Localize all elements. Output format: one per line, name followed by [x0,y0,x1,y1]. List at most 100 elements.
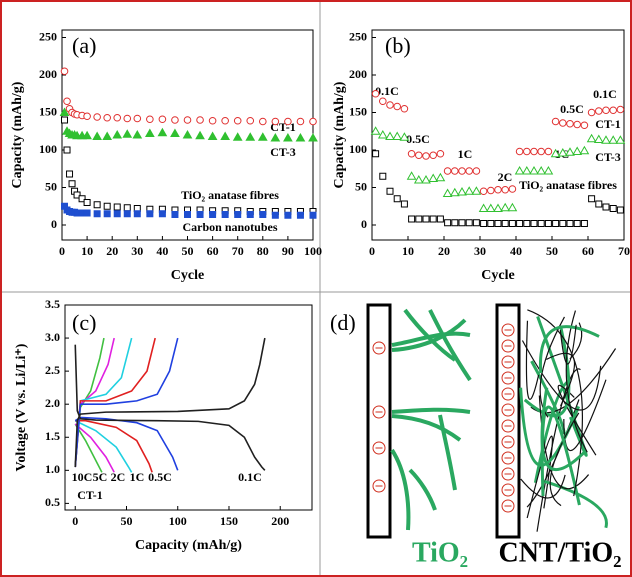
marker [465,167,474,175]
marker [60,67,69,76]
marker [428,173,439,182]
marker [385,131,395,140]
x-tick-label: 60 [207,244,219,258]
y-axis-label: Capacity (mAh/g) [332,81,347,188]
marker [443,167,452,175]
nanotube [549,412,580,507]
marker [144,128,155,137]
marker [392,131,403,140]
marker [195,130,205,140]
marker [494,185,502,194]
marker [407,149,416,158]
marker [92,131,103,140]
marker [530,147,538,156]
y-tick-label: 2.5 [45,363,60,377]
marker [113,210,121,218]
x-tick-label: 200 [271,514,289,528]
fibre [540,387,586,472]
marker [234,211,242,218]
marker [221,116,229,125]
marker [370,126,381,135]
marker [458,219,466,227]
marker [171,211,179,218]
marker [284,211,292,219]
marker [595,200,603,208]
marker [508,185,517,193]
marker [63,146,71,154]
marker [183,116,192,124]
marker [472,167,481,175]
marker [207,131,218,140]
panel-label: (a) [72,33,96,58]
marker [602,203,610,211]
charge [501,355,515,369]
x-axis-label: Cycle [171,268,204,283]
nanotube [520,474,566,499]
y-tick-label: 50 [355,179,367,193]
marker [521,165,532,175]
y-tick-label: 0 [361,217,367,231]
marker [537,147,546,156]
marker [257,132,268,141]
marker [566,119,574,128]
marker [296,117,305,126]
y-tick-label: 200 [349,67,367,81]
marker [61,116,69,124]
marker [479,187,488,196]
marker [609,205,617,212]
marker [59,107,70,116]
legend-label: 10C [72,470,93,484]
annotation: 2C [498,170,513,184]
marker [220,131,231,140]
marker [457,186,467,196]
marker [559,220,567,227]
x-tick-label: 20 [438,244,450,258]
curve [74,337,266,471]
marker [579,145,590,155]
marker [259,117,267,126]
marker [413,174,424,184]
marker [573,120,582,129]
marker [83,199,91,206]
marker [233,116,242,125]
marker [422,152,430,160]
marker [158,210,166,218]
marker [593,134,604,143]
marker [66,170,74,178]
marker [500,202,511,212]
marker [271,211,279,219]
fibre [543,479,608,529]
marker [209,211,217,218]
charge [501,323,515,337]
charge [372,341,386,355]
marker [601,135,611,144]
marker [557,147,568,157]
marker [379,97,387,106]
marker [158,115,167,124]
marker [615,135,626,144]
marker [572,146,583,155]
marker [386,101,394,109]
x-axis-label: Capacity (mAh/g) [135,538,242,553]
annotation: CT-3 [595,150,621,164]
marker [259,211,267,218]
marker [93,210,101,218]
marker [221,211,229,218]
marker [429,151,438,160]
marker [608,135,619,144]
marker [83,112,91,121]
y-tick-label: 0.5 [45,495,60,509]
y-tick-label: 1.5 [45,429,60,443]
marker [393,195,401,203]
y-tick-label: 50 [45,179,57,193]
marker [480,220,488,227]
marker [393,102,402,111]
marker [471,186,482,195]
marker [308,132,318,142]
y-tick-label: 100 [39,142,57,156]
marker [523,220,531,227]
x-tick-label: 10 [81,244,93,258]
legend-label: 2C [111,470,126,484]
marker [616,105,625,114]
marker [371,89,380,98]
